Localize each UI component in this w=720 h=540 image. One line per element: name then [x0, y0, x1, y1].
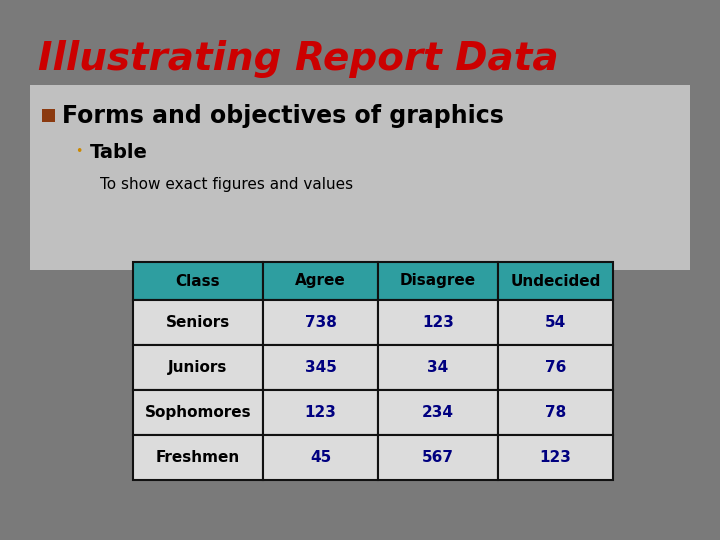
- Text: 345: 345: [305, 360, 336, 375]
- FancyBboxPatch shape: [30, 85, 690, 270]
- Bar: [133, 390, 263, 435]
- Text: Forms and objectives of graphics: Forms and objectives of graphics: [62, 104, 504, 128]
- Bar: [378, 390, 498, 435]
- Text: Juniors: Juniors: [168, 360, 228, 375]
- Text: Undecided: Undecided: [510, 273, 600, 288]
- Text: Freshmen: Freshmen: [156, 450, 240, 465]
- Text: Disagree: Disagree: [400, 273, 476, 288]
- Bar: [263, 262, 378, 300]
- Text: 76: 76: [545, 360, 566, 375]
- Text: 123: 123: [422, 315, 454, 330]
- Text: Illustrating Report Data: Illustrating Report Data: [38, 40, 559, 78]
- Text: 54: 54: [545, 315, 566, 330]
- Bar: [133, 300, 263, 345]
- Text: 123: 123: [305, 405, 336, 420]
- Text: Sophomores: Sophomores: [145, 405, 251, 420]
- Text: 567: 567: [422, 450, 454, 465]
- Bar: [498, 435, 613, 480]
- Text: 123: 123: [539, 450, 572, 465]
- Text: 234: 234: [422, 405, 454, 420]
- Text: 45: 45: [310, 450, 331, 465]
- Bar: [378, 300, 498, 345]
- Bar: [498, 300, 613, 345]
- Text: 78: 78: [545, 405, 566, 420]
- Bar: [498, 262, 613, 300]
- Bar: [263, 300, 378, 345]
- Bar: [378, 435, 498, 480]
- Text: Agree: Agree: [295, 273, 346, 288]
- Bar: [498, 345, 613, 390]
- Bar: [263, 390, 378, 435]
- Bar: [498, 390, 613, 435]
- Bar: [263, 435, 378, 480]
- Bar: [378, 345, 498, 390]
- Text: 34: 34: [428, 360, 449, 375]
- Text: To show exact figures and values: To show exact figures and values: [100, 178, 353, 192]
- Bar: [42, 109, 55, 122]
- Bar: [133, 435, 263, 480]
- Text: Class: Class: [176, 273, 220, 288]
- Bar: [133, 262, 263, 300]
- Bar: [263, 345, 378, 390]
- Bar: [378, 262, 498, 300]
- Bar: [133, 345, 263, 390]
- Text: 738: 738: [305, 315, 336, 330]
- Text: Seniors: Seniors: [166, 315, 230, 330]
- Text: Table: Table: [90, 143, 148, 161]
- Text: •: •: [75, 145, 82, 159]
